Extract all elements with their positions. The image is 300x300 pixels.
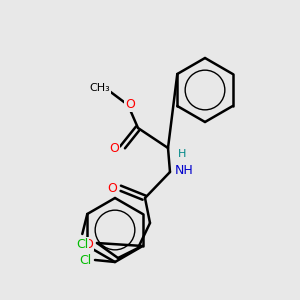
Text: O: O: [109, 142, 119, 154]
Text: NH: NH: [175, 164, 194, 176]
Text: Cl: Cl: [79, 254, 91, 266]
Text: O: O: [83, 238, 93, 250]
Text: CH₃: CH₃: [90, 83, 110, 93]
Text: O: O: [107, 182, 117, 194]
Text: H: H: [178, 149, 186, 159]
Text: Cl: Cl: [76, 238, 88, 250]
Text: O: O: [125, 98, 135, 112]
